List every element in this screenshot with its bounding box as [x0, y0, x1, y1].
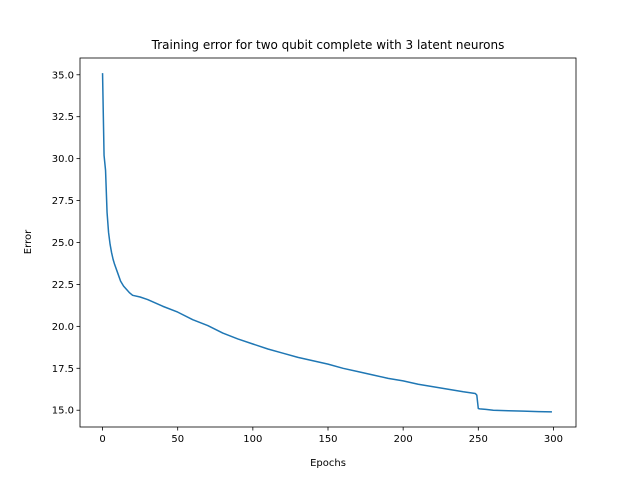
series-layer [101, 73, 552, 413]
x-tick-label: 0 [99, 434, 105, 445]
y-tick-label: 22.5 [52, 280, 74, 291]
chart-title: Training error for two qubit complete wi… [151, 38, 505, 52]
y-tick-label: 15.0 [52, 406, 74, 417]
x-axis-label: Epochs [310, 458, 346, 469]
series-line [101, 73, 552, 413]
x-tick-label: 150 [318, 434, 337, 445]
y-tick-label: 17.5 [52, 364, 74, 375]
x-tick-label: 100 [243, 434, 262, 445]
x-tick-label: 300 [544, 434, 563, 445]
y-tick-label: 25.0 [52, 238, 74, 249]
y-tick-label: 27.5 [52, 196, 74, 207]
x-tick-label: 250 [469, 434, 488, 445]
y-axis: 15.0 17.5 20.0 22.5 25.0 27.5 30.0 32.5 35.0 [52, 70, 80, 417]
x-axis: 0 50 100 150 200 250 300 [99, 427, 563, 445]
x-tick-label: 200 [394, 434, 413, 445]
x-tick-label: 50 [171, 434, 184, 445]
y-axis-label: Error [23, 229, 34, 254]
y-tick-label: 35.0 [52, 70, 74, 81]
y-tick-label: 30.0 [52, 154, 74, 165]
y-tick-label: 32.5 [52, 112, 74, 123]
y-tick-label: 20.0 [52, 322, 74, 333]
